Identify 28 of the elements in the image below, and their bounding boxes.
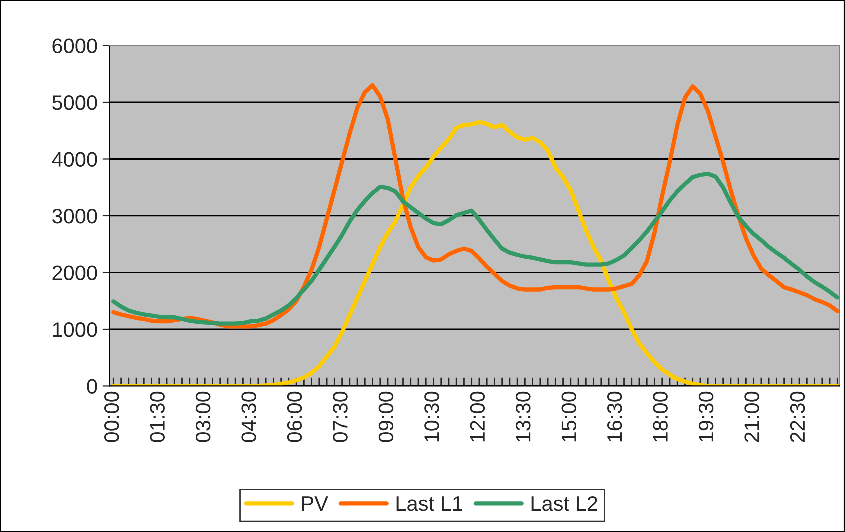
legend-label: Last L1 xyxy=(396,496,462,512)
x-tick-label: 04:30 xyxy=(242,392,256,442)
x-tick-label: 18:00 xyxy=(653,392,668,442)
y-tick-label: 3000 xyxy=(52,208,98,224)
y-tick-label: 0 xyxy=(87,379,98,394)
y-tick-label: 6000 xyxy=(52,38,98,54)
x-tick-label: 10:30 xyxy=(424,392,440,442)
line-series xyxy=(112,83,840,329)
y-tick-label: 5000 xyxy=(52,96,98,110)
x-tick-label: 13:30 xyxy=(516,392,531,442)
x-tick-label: 22:30 xyxy=(790,392,806,442)
x-tick-label: 16:30 xyxy=(607,392,622,442)
x-tick-label: 19:30 xyxy=(698,392,714,442)
y-tick-label: 1000 xyxy=(53,322,98,338)
x-tick-label: 15:00 xyxy=(562,392,577,442)
x-tick-label: 09:00 xyxy=(378,392,394,442)
legend-label: PV xyxy=(302,496,328,512)
y-tick-label: 4000 xyxy=(52,152,98,167)
x-tick-label: 12:00 xyxy=(470,392,486,442)
x-tick-label: 03:00 xyxy=(196,392,211,442)
y-tick-label: 2000 xyxy=(52,266,98,280)
line-series xyxy=(112,172,840,326)
x-tick-label: 21:00 xyxy=(744,392,760,442)
x-tick-label: 07:30 xyxy=(333,392,348,442)
x-tick-label: 06:00 xyxy=(287,392,302,442)
x-tick-label: 00:00 xyxy=(104,392,120,442)
x-tick-label: 01:30 xyxy=(150,392,165,442)
legend-label: Last L2 xyxy=(532,496,598,512)
